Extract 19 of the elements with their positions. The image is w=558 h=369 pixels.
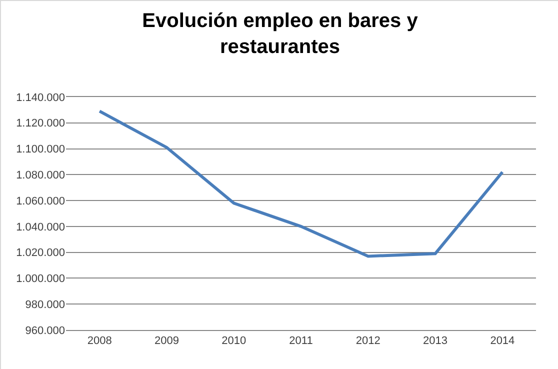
y-tick-label: 1.020.000 (16, 247, 65, 260)
y-tick-label: 1.080.000 (16, 170, 65, 182)
x-tick-label: 2010 (222, 335, 246, 348)
y-tick-label: 960.000 (25, 324, 65, 337)
x-tick-label: 2014 (490, 335, 515, 348)
x-tick-label: 2009 (154, 335, 179, 348)
y-tick-label: 980.000 (25, 298, 65, 311)
chart-title: Evolución empleo en bares y restaurantes (142, 10, 419, 58)
y-tick-label: 1.000.000 (16, 273, 65, 286)
y-tick-label: 1.120.000 (16, 118, 65, 130)
y-tick-label: 1.100.000 (16, 144, 65, 156)
x-tick-label: 2013 (423, 335, 448, 348)
y-tick-label: 1.040.000 (16, 221, 65, 234)
line-series (98, 110, 504, 258)
x-tick-label: 2011 (289, 335, 313, 348)
y-tick-label: 1.060.000 (16, 195, 65, 208)
x-tick-label: 2012 (356, 335, 380, 348)
x-tick-label: 2008 (87, 335, 112, 348)
y-tick-label: 1.140.000 (16, 92, 65, 104)
